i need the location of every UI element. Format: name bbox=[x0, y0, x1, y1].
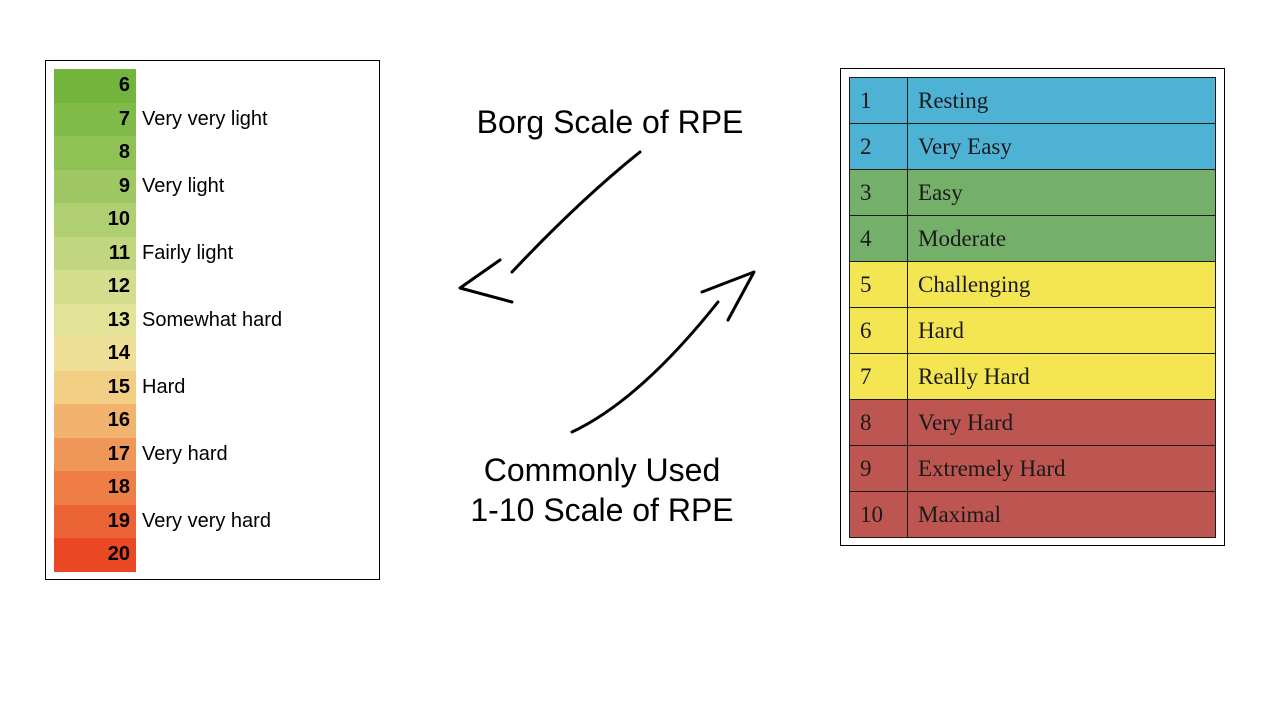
arrow-right-icon bbox=[0, 0, 1280, 720]
